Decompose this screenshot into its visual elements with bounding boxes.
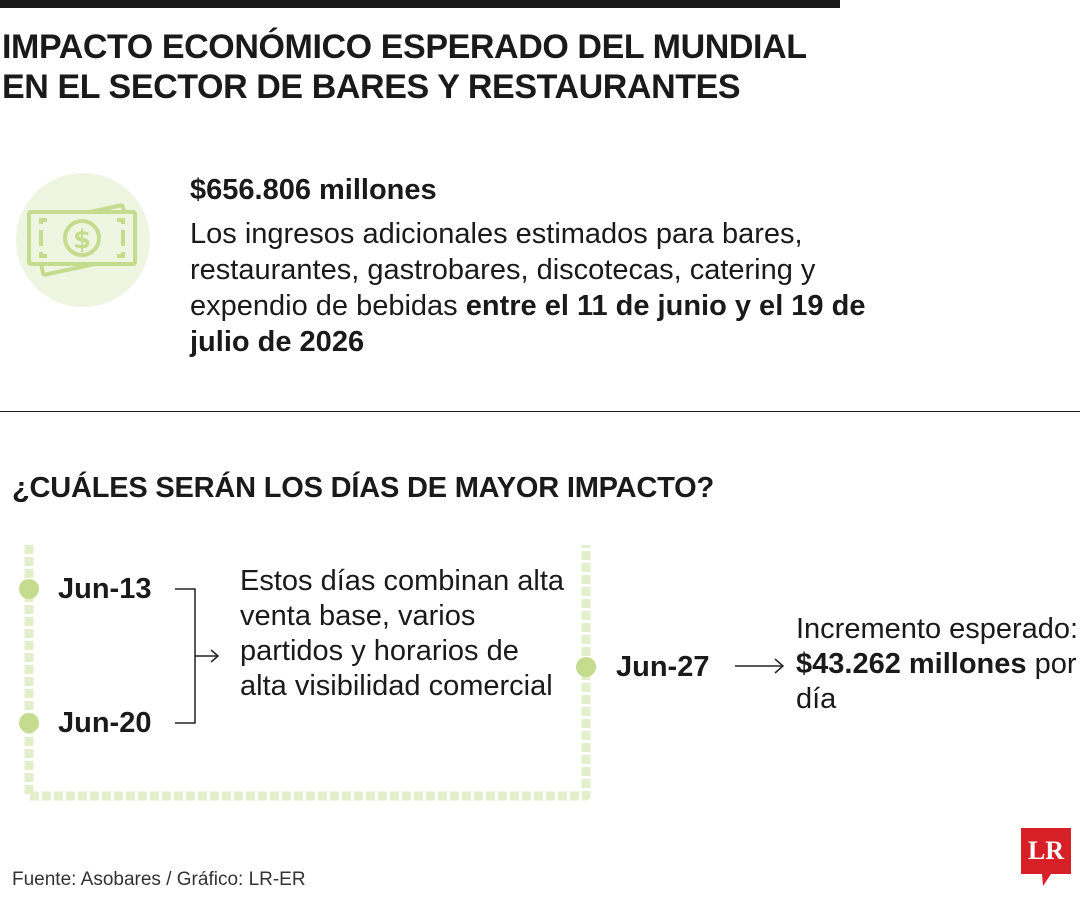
title-line-1: IMPACTO ECONÓMICO ESPERADO DEL MUNDIAL	[2, 28, 807, 66]
summary-text: Los ingresos adicionales estimados para …	[190, 218, 816, 322]
source-note: Fuente: Asobares / Gráfico: LR-ER	[12, 869, 306, 890]
top-rule	[0, 0, 840, 8]
timeline-dot-jun27	[576, 657, 596, 677]
timeline-dot-jun20	[19, 713, 39, 733]
section-divider	[0, 411, 1080, 412]
lr-logo-shape	[1021, 828, 1071, 886]
date-jun-27: Jun-27	[616, 651, 710, 683]
page-title: IMPACTO ECONÓMICO ESPERADO DEL MUNDIAL E…	[2, 27, 902, 107]
lr-logo: LR	[1021, 828, 1071, 890]
timeline-frame	[24, 545, 591, 801]
lr-logo-text: LR	[1027, 836, 1065, 865]
total-amount: $656.806 millones	[190, 174, 437, 206]
increment-text: Incremento esperado: $43.262 millones po…	[796, 612, 1080, 717]
title-line-2: EN EL SECTOR DE BARES Y RESTAURANTES	[2, 68, 741, 106]
date-jun-13: Jun-13	[58, 573, 152, 605]
summary-date-range: entre el 11 de junio y el 19 de julio de…	[190, 290, 866, 358]
date-jun-20: Jun-20	[58, 707, 152, 739]
timeline-note: Estos días combinan alta venta base, var…	[240, 565, 565, 702]
summary-description: Los ingresos adicionales estimados para …	[190, 216, 880, 360]
bracket-arrowhead	[210, 649, 220, 663]
increment-value: $43.262 millones	[796, 648, 1027, 680]
timeline-bracket	[175, 588, 218, 724]
increment-label: Incremento esperado:	[796, 613, 1079, 645]
section-subtitle: ¿CUÁLES SERÁN LOS DÍAS DE MAYOR IMPACTO?	[12, 472, 715, 504]
timeline-dot-jun13	[19, 579, 39, 599]
money-bill-icon: $	[16, 173, 150, 307]
increment-unit: por día	[796, 648, 1077, 715]
jun27-arrowhead	[774, 658, 785, 674]
timeline-graphic	[19, 545, 785, 801]
svg-text:$: $	[73, 225, 91, 255]
